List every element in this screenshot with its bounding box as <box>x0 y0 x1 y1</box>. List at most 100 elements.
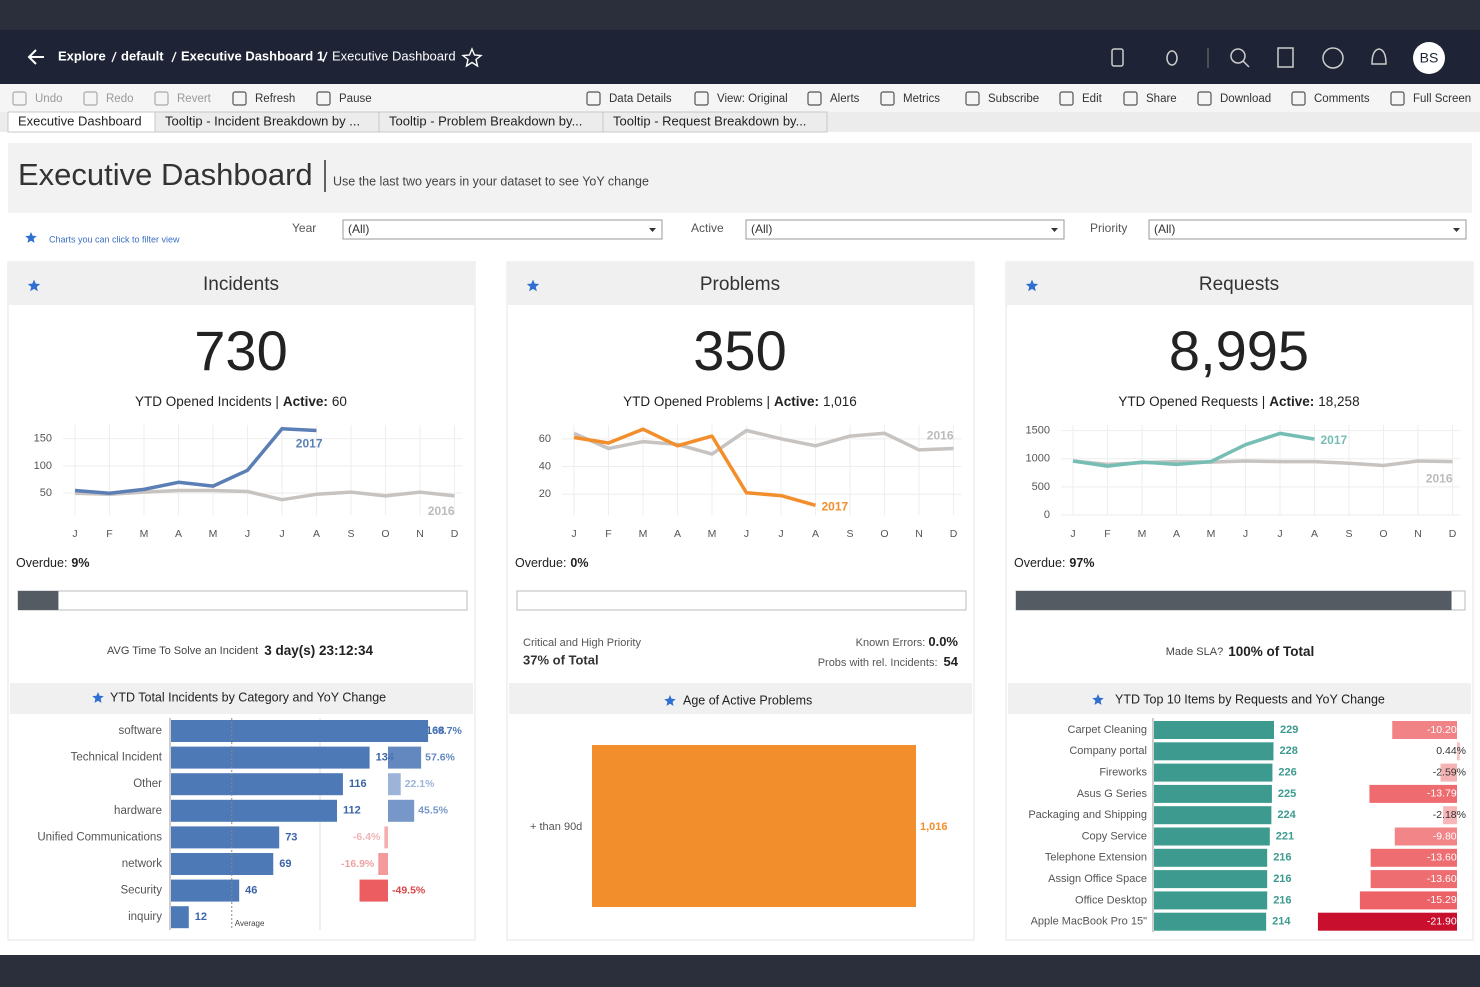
toolbar-button[interactable]: Revert <box>177 93 212 105</box>
category-label: Apple MacBook Pro 15" <box>1031 916 1148 928</box>
x-tick-label: A <box>1173 528 1180 540</box>
favorite-icon[interactable] <box>461 47 483 68</box>
x-tick-label: J <box>744 528 749 540</box>
x-tick-label: S <box>1345 528 1352 540</box>
yoy-label: -15.29% <box>1427 894 1466 906</box>
x-tick-label: N <box>416 528 424 540</box>
toolbar-icon <box>316 91 331 106</box>
section-header <box>10 683 473 714</box>
category-label: Other <box>133 778 162 790</box>
yoy-label: 69.7% <box>432 725 462 737</box>
list-icon[interactable] <box>1277 47 1294 68</box>
toolbar-button[interactable]: Redo <box>106 93 134 105</box>
yoy-label: -10.20% <box>1427 724 1466 736</box>
filter-label: Priority <box>1090 221 1127 235</box>
x-tick-label: F <box>106 528 112 540</box>
bar <box>171 773 343 796</box>
toolbar-button[interactable]: View: Original <box>717 93 788 105</box>
category-label: Unified Communications <box>37 831 162 843</box>
y-tick-label: 150 <box>34 433 52 445</box>
yoy-label: -49.5% <box>392 884 426 896</box>
x-tick-label: S <box>846 528 853 540</box>
x-tick-label: J <box>245 528 250 540</box>
breadcrumb[interactable]: Executive Dashboard 1 <box>181 48 324 63</box>
toolbar-button[interactable]: Subscribe <box>988 93 1039 105</box>
yoy-bar <box>384 826 388 849</box>
toolbar-icon <box>232 91 247 106</box>
kpi-value: 730 <box>194 319 287 382</box>
x-tick-label: A <box>1311 528 1318 540</box>
toolbar-button[interactable]: Alerts <box>830 93 860 105</box>
toolbar-icon <box>83 91 98 106</box>
bar <box>171 826 280 849</box>
series-line <box>1072 431 1315 468</box>
overdue-label: Overdue: <box>1014 556 1065 570</box>
tab[interactable] <box>602 111 828 133</box>
toolbar-button[interactable]: Metrics <box>903 93 940 105</box>
filter-dropdown[interactable] <box>1148 219 1467 240</box>
overdue-value: 0% <box>570 556 588 570</box>
data-icon[interactable] <box>1166 50 1178 66</box>
x-tick-label: J <box>571 528 576 540</box>
alert-icon[interactable] <box>1371 48 1387 65</box>
yoy-label: -13.79% <box>1427 788 1466 800</box>
avatar[interactable] <box>1413 42 1445 74</box>
search-icon[interactable] <box>1230 48 1246 64</box>
known-errors: Known Errors: 0.0% <box>856 634 959 649</box>
breadcrumb[interactable]: Explore <box>58 48 106 63</box>
toolbar-button[interactable]: Full Screen <box>1413 93 1471 105</box>
bar <box>1154 870 1268 889</box>
title-box <box>8 143 1472 213</box>
yoy-bar <box>388 773 401 796</box>
back-arrow[interactable] <box>27 49 44 65</box>
x-tick-label: M <box>708 528 717 540</box>
x-tick-label: A <box>812 528 819 540</box>
toolbar-icon <box>1059 91 1074 106</box>
category-label: Carpet Cleaning <box>1068 724 1148 736</box>
y-tick-label: 50 <box>40 487 52 499</box>
toolbar-button[interactable]: Edit <box>1082 93 1103 105</box>
dropdown-arrow <box>1453 228 1460 232</box>
toolbar-button[interactable]: Data Details <box>609 93 672 105</box>
series-label: 2016 <box>1426 472 1453 486</box>
panel-header <box>507 262 974 305</box>
x-tick-label: S <box>347 528 354 540</box>
star-icon <box>92 692 104 703</box>
bar <box>171 853 274 875</box>
toolbar-button[interactable]: Pause <box>339 93 372 105</box>
toolbar-button[interactable]: Undo <box>35 93 63 105</box>
panel-title: Incidents <box>203 274 279 295</box>
help-icon[interactable] <box>1322 47 1344 69</box>
bar-value-label: 229 <box>1280 724 1298 736</box>
bar <box>592 745 916 907</box>
breadcrumb[interactable]: default <box>121 48 164 63</box>
device-icon[interactable] <box>1111 48 1124 67</box>
toolbar-button[interactable]: Download <box>1220 93 1271 105</box>
breadcrumb[interactable]: Executive Dashboard <box>332 48 456 63</box>
yoy-bar <box>359 879 388 902</box>
yoy-bar <box>378 853 388 875</box>
toolbar-button[interactable]: Share <box>1146 93 1177 105</box>
overdue-label: Overdue: <box>16 556 67 570</box>
overdue-label: Overdue: <box>515 556 566 570</box>
star-icon <box>25 232 37 243</box>
category-label: Technical Incident <box>71 752 163 764</box>
category-label: Security <box>120 885 162 897</box>
overdue-bar <box>1016 591 1452 610</box>
kpi-value: 8,995 <box>1169 319 1309 382</box>
filter-value: (All) <box>1154 222 1175 236</box>
x-tick-label: M <box>140 528 149 540</box>
priority-label: Critical and High Priority <box>523 637 641 649</box>
x-tick-label: J <box>72 528 77 540</box>
filter-dropdown[interactable] <box>342 219 663 240</box>
toolbar-button[interactable]: Comments <box>1314 93 1370 105</box>
bar <box>171 906 189 929</box>
sla: Made SLA? 100% of Total <box>1166 644 1315 659</box>
x-tick-label: O <box>1379 528 1387 540</box>
x-tick-label: O <box>880 528 888 540</box>
filter-dropdown[interactable] <box>745 219 1065 240</box>
x-tick-label: A <box>674 528 681 540</box>
toolbar-button[interactable]: Refresh <box>255 93 295 105</box>
toolbar-icon <box>1197 91 1212 106</box>
